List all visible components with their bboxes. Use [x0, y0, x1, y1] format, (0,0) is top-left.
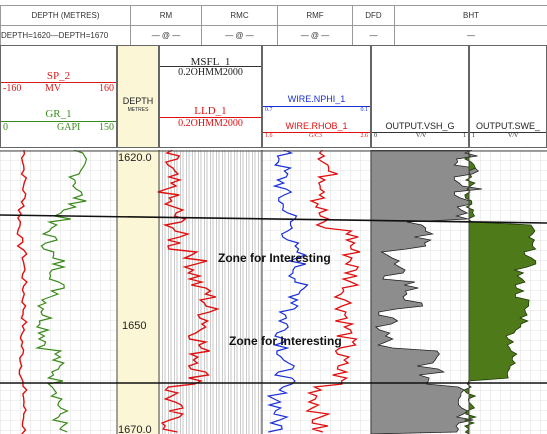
rhob-scale-unit: G/C3 — [309, 133, 323, 139]
nphi-scale: 0.7 0.1 — [265, 107, 368, 115]
depth-range-value: DEPTH=1620—DEPTH=1670 — [0, 25, 131, 46]
sp-curve-label: SP_2 — [46, 70, 71, 82]
track3-header: WIRE.NPHI_1 0.7 0.1 WIRE.RHOB_1 1.6 G/C3… — [262, 45, 371, 148]
nphi-scale-min: 0.7 — [265, 107, 273, 113]
track1-header: SP_2 -160 MV 160 GR_1 0 GAPI 150 — [0, 45, 117, 148]
swe-fill — [463, 150, 537, 434]
track-borders — [0, 150, 547, 434]
rhob-scale-max: 2.6 — [360, 133, 369, 139]
gr-scale-line — [1, 121, 116, 122]
depth-unit: METRES — [127, 107, 149, 113]
gr-curve-label: GR_1 — [45, 108, 72, 120]
rmf-value: — @ — — [277, 25, 353, 46]
rhob-scale-line — [263, 132, 370, 133]
depth-label: DEPTH — [122, 96, 154, 106]
vsh-scale-unit: V/V — [416, 133, 427, 139]
lld-scale: 0.2OHMM2000 — [178, 118, 243, 129]
swe-scale-min: 1 — [472, 133, 475, 139]
track4-header: OUTPUT.VSH_G 0 V/V 1 — [371, 45, 469, 148]
zone-annotation-2: Zone for Interesting — [229, 334, 342, 348]
vsh-scale-min: 0 — [374, 133, 377, 139]
gr-scale-unit: GAPI — [57, 122, 81, 133]
depth-tick-1670: 1670.0 — [118, 424, 152, 434]
msfl-scale-line — [160, 66, 261, 67]
gr-scale-min: 0 — [3, 122, 8, 133]
vsh-scale: 0 V/V 1 — [374, 133, 466, 141]
depth-tick-1650: 1650 — [122, 320, 146, 332]
lld-curve — [157, 150, 220, 433]
sp-scale-unit: MV — [45, 83, 62, 94]
column-header-dfd: DFD — [352, 5, 395, 26]
bht-value: — — [394, 25, 547, 46]
rhob-scale-min: 1.6 — [265, 133, 273, 139]
nphi-curve — [266, 150, 309, 433]
rhob-curve-label: WIRE.RHOB_1 — [285, 121, 348, 131]
msfl-curve-label: MSFL_1 — [190, 56, 231, 68]
vsh-curve-label: OUTPUT.VSH_G — [385, 121, 455, 131]
rhob-curve — [305, 150, 361, 433]
zone-top-line — [0, 214, 547, 224]
lld-scale-line — [160, 117, 261, 118]
rmc-value: — @ — — [201, 25, 278, 46]
vsh-scale-max: 1 — [463, 133, 466, 139]
sp-scale-max: 160 — [99, 83, 114, 94]
header-values-row: DEPTH=1620—DEPTH=1670 — @ — — @ — — @ — … — [0, 25, 547, 46]
depth-track-fill — [117, 150, 159, 434]
track2-header: MSFL_1 0.2OHMM2000 LLD_1 0.2OHMM2000 — [159, 45, 262, 148]
lld-curve-label: LLD_1 — [194, 105, 227, 117]
rm-value: — @ — — [130, 25, 202, 46]
dfd-value: — — [352, 25, 395, 46]
depth-track-header: DEPTH METRES — [117, 45, 159, 148]
gr-scale-max: 150 — [99, 122, 114, 133]
sp-scale-line — [1, 82, 116, 83]
header-table: DEPTH (METRES) RM RMC RMF DFD BHT DEPTH=… — [0, 5, 547, 46]
sp-curve — [16, 150, 28, 434]
nphi-curve-label: WIRE.NPHI_1 — [287, 94, 346, 104]
sp-scale-min: -160 — [3, 83, 22, 94]
sp-scale: -160 MV 160 — [3, 83, 114, 95]
nphi-scale-max: 0.1 — [360, 107, 369, 113]
log-plot-area: 1620.0 1650 1670.0 Zone for Interesting … — [0, 150, 547, 434]
zone-annotation-1: Zone for Interesting — [218, 251, 331, 265]
column-header-rm: RM — [130, 5, 202, 26]
track2-grid — [159, 150, 262, 434]
column-header-rmf: RMF — [277, 5, 353, 26]
column-header-bht: BHT — [394, 5, 547, 26]
track1-grid — [0, 150, 117, 434]
swe-curve-label: OUTPUT.SWE_ — [475, 121, 540, 131]
column-header-rmc: RMC — [201, 5, 278, 26]
gr-scale: 0 GAPI 150 — [3, 122, 114, 134]
nphi-scale-line — [263, 106, 370, 107]
depth-tick-1620: 1620.0 — [118, 152, 152, 164]
vsh-scale-line — [372, 132, 468, 133]
swe-scale-line — [470, 132, 546, 133]
swe-scale-unit: V/V — [508, 133, 519, 139]
header-columns-row: DEPTH (METRES) RM RMC RMF DFD BHT — [0, 5, 547, 26]
track5-header: OUTPUT.SWE_ 1 V/V — [469, 45, 547, 148]
column-header-depth: DEPTH (METRES) — [0, 5, 131, 26]
msfl-scale: 0.2OHMM2000 — [178, 67, 243, 78]
rhob-scale: 1.6 G/C3 2.6 — [265, 133, 368, 141]
swe-scale: 1 V/V — [472, 133, 544, 141]
gr-curve — [34, 150, 88, 433]
